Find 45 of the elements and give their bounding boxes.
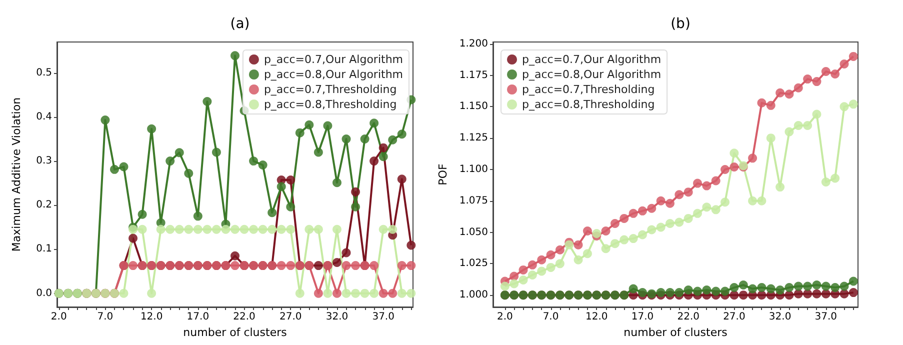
legend-label: p_acc=0.7,Our Algorithm — [522, 53, 662, 66]
legend-label: p_acc=0.7,Thresholding — [522, 83, 655, 96]
legend-label: p_acc=0.8,Our Algorithm — [522, 68, 662, 81]
y-axis-title: Maximum Additive Violation — [10, 97, 23, 252]
y-tick-label: 1.175 — [459, 70, 488, 81]
x-tick-label: 22.0 — [677, 312, 700, 322]
y-tick-label: 1.150 — [459, 101, 488, 112]
y-tick-label: 1.075 — [459, 195, 488, 206]
legend-label: p_acc=0.8,Thresholding — [522, 98, 655, 111]
x-tick-label: 32.0 — [326, 312, 348, 322]
x-tick-label: 2.0 — [50, 312, 67, 322]
legend-label: p_acc=0.8,Our Algorithm — [264, 68, 403, 81]
x-tick-label: 17.0 — [186, 312, 210, 322]
x-axis-title: number of clusters — [183, 326, 288, 339]
legend-label: p_acc=0.7,Thresholding — [264, 83, 397, 96]
x-tick-label: 27.0 — [723, 312, 746, 322]
y-tick-label: 0.5 — [36, 67, 52, 78]
x-tick-label: 27.0 — [279, 312, 302, 322]
y-tick-label: 0.3 — [36, 156, 52, 167]
y-tick-label: 0.4 — [36, 111, 52, 122]
chart-title: (b) — [670, 16, 690, 32]
x-axis-title: number of clusters — [624, 326, 728, 339]
x-tick-label: 32.0 — [768, 312, 792, 322]
y-tick-label: 1.100 — [459, 164, 488, 175]
x-tick-label: 22.0 — [233, 312, 256, 322]
x-tick-label: 37.0 — [372, 312, 394, 322]
x-tick-label: 7.0 — [542, 312, 559, 322]
x-tick-label: 12.0 — [586, 312, 608, 322]
y-tick-label: 0.1 — [36, 244, 52, 255]
x-tick-label: 17.0 — [631, 312, 654, 322]
x-tick-label: 12.0 — [140, 312, 163, 322]
legend-label: p_acc=0.7,Our Algorithm — [264, 53, 403, 66]
y-tick-label: 0.2 — [36, 200, 52, 211]
y-tick-label: 0.0 — [36, 288, 52, 299]
y-tick-label: 1.125 — [459, 132, 488, 144]
y-tick-label: 1.000 — [459, 290, 488, 301]
x-tick-label: 2.0 — [496, 312, 513, 322]
x-tick-label: 7.0 — [97, 312, 114, 322]
y-tick-label: 1.025 — [459, 258, 488, 270]
x-tick-label: 37.0 — [814, 312, 838, 322]
legend-label: p_acc=0.8,Thresholding — [264, 98, 397, 111]
chart-title: (a) — [230, 16, 250, 32]
y-tick-label: 1.200 — [459, 38, 488, 50]
y-tick-label: 1.050 — [459, 226, 488, 238]
y-axis-title: POF — [436, 164, 450, 186]
